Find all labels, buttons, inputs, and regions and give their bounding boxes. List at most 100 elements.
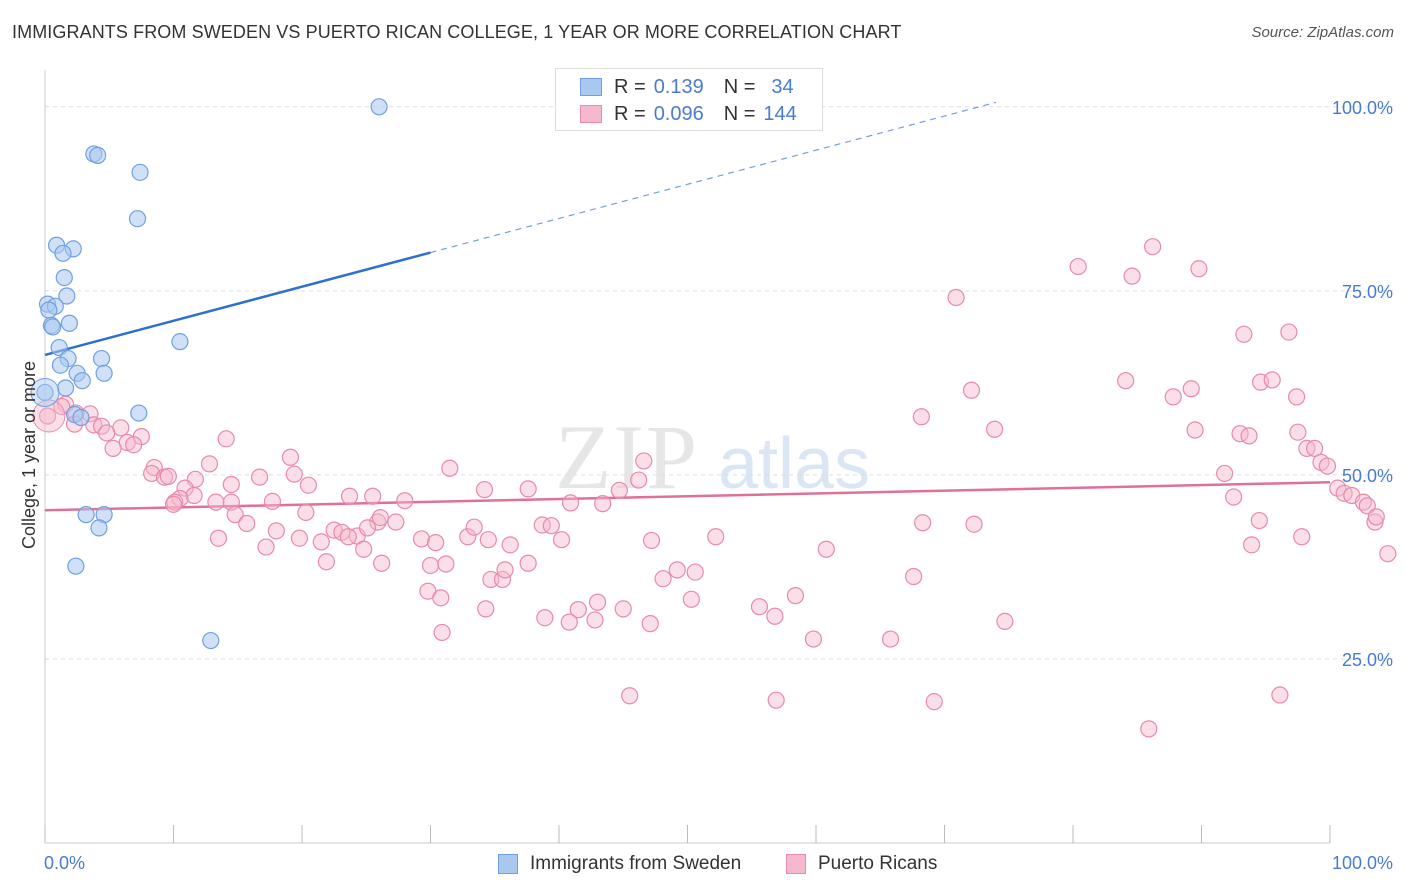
sweden-point [55, 269, 73, 287]
puerto-rican-point [1287, 388, 1306, 406]
puerto-rican-point [143, 464, 161, 483]
sweden-trendline-extension [430, 101, 997, 254]
puerto-rican-point [433, 623, 451, 642]
puerto-rican-point [1263, 371, 1281, 389]
sweden-point [89, 146, 107, 164]
puerto-rican-point [222, 475, 240, 494]
puerto-rican-point [164, 495, 183, 513]
puerto-rican-point [267, 522, 285, 540]
puerto-rican-point [986, 420, 1004, 438]
puerto-rican-point [427, 534, 445, 552]
puerto-rican-point [465, 518, 483, 536]
sweden-point [131, 163, 149, 181]
puerto-rican-point [493, 570, 512, 589]
puerto-rican-point [1243, 536, 1261, 554]
puerto-rican-point [1305, 439, 1324, 458]
puerto-rican-point [621, 687, 639, 705]
correlation-legend: R = 0.139 N = 34 R = 0.096 N = 144 [555, 68, 823, 131]
puerto-rican-point [1250, 511, 1268, 530]
puerto-rican-point [536, 609, 554, 627]
puerto-rican-point [1379, 545, 1397, 563]
bottom-legend-swatch-pink [786, 854, 806, 874]
sweden-point [67, 557, 85, 575]
puerto-rican-point [290, 529, 309, 547]
puerto-rican-point [1182, 380, 1200, 398]
puerto-rican-point [682, 590, 700, 608]
puerto-rican-point [312, 533, 330, 551]
puerto-rican-point [1235, 325, 1253, 343]
puerto-rican-point [125, 436, 143, 454]
puerto-rican-point [707, 528, 725, 546]
puerto-rican-point [1186, 421, 1204, 439]
legend-r-label: R = [614, 102, 646, 125]
puerto-rican-point [1190, 260, 1208, 278]
sweden-point [60, 314, 79, 332]
puerto-rican-point [1225, 488, 1243, 506]
puerto-rican-point [200, 455, 219, 473]
legend-swatch-pink [580, 105, 602, 123]
puerto-rican-point [686, 563, 704, 581]
sweden-point [51, 356, 70, 374]
puerto-rican-point [1367, 508, 1385, 526]
trendlines [44, 101, 1331, 512]
puerto-rican-point [1289, 423, 1307, 441]
sweden-point [128, 210, 147, 228]
puerto-rican-point [1271, 686, 1289, 704]
puerto-rican-point [226, 506, 244, 524]
x-tick-label: 0.0% [44, 853, 85, 873]
puerto-rican-point [437, 555, 455, 573]
y-tick-label: 100.0% [1332, 98, 1393, 118]
puerto-rican-point [1164, 388, 1182, 406]
puerto-rican-point [925, 693, 943, 711]
puerto-rican-point [387, 513, 405, 531]
puerto-rican-point [238, 514, 256, 533]
puerto-rican-point [635, 452, 653, 470]
sweden-point [130, 404, 148, 422]
puerto-rican-point [1216, 464, 1234, 483]
puerto-rican-point [947, 288, 965, 307]
watermark-zip: ZIP [555, 406, 699, 508]
sweden-point [90, 519, 108, 537]
sweden-point-large [30, 377, 60, 407]
puerto-rican-point [588, 593, 607, 611]
y-axis-label: College, 1 year or more [19, 361, 39, 549]
sweden-point [202, 631, 220, 650]
sweden-point [72, 408, 90, 427]
watermark-atlas: atlas [718, 424, 870, 504]
puerto-rican-point [1280, 323, 1298, 341]
axes [44, 70, 1331, 844]
puerto-rican-point [912, 408, 930, 426]
tick-labels: 25.0% 50.0% 75.0% 100.0% 0.0% 100.0% [44, 98, 1393, 873]
puerto-rican-point [373, 554, 391, 572]
x-tick-label: 100.0% [1332, 853, 1393, 873]
puerto-rican-point [654, 570, 672, 588]
puerto-rican-point [569, 601, 587, 619]
sweden-point [92, 349, 111, 368]
sweden-trendline [44, 251, 431, 357]
puerto-rican-point [1069, 257, 1087, 276]
puerto-rican-point [594, 495, 612, 513]
puerto-rican-point [340, 487, 359, 505]
puerto-rican-point [1240, 427, 1258, 445]
puerto-rican-point [412, 530, 431, 548]
puerto-rican-point [786, 587, 805, 605]
source-label: Source: ZipAtlas.com [1251, 24, 1394, 41]
bottom-legend-label: Immigrants from Sweden [530, 853, 742, 874]
puerto-rican-point [339, 528, 357, 546]
legend-swatch-blue [580, 78, 602, 96]
puerto-rican-point [962, 381, 981, 399]
puerto-rican-point [358, 519, 377, 537]
puerto-rican-point [217, 430, 235, 448]
puerto-rican-point [1358, 497, 1376, 515]
puerto-rican-point [561, 494, 580, 512]
puerto-rican-point [630, 471, 648, 489]
puerto-rican-point [501, 536, 519, 554]
sweden-point [54, 244, 72, 262]
puerto-rican-point [1117, 372, 1135, 390]
puerto-rican-point [459, 528, 477, 546]
puerto-rican-point [185, 486, 203, 505]
puerto-rican-point [432, 589, 450, 607]
y-tick-label: 25.0% [1342, 650, 1393, 670]
puerto-rican-point [104, 439, 122, 458]
bottom-legend-swatch-blue [498, 854, 518, 874]
